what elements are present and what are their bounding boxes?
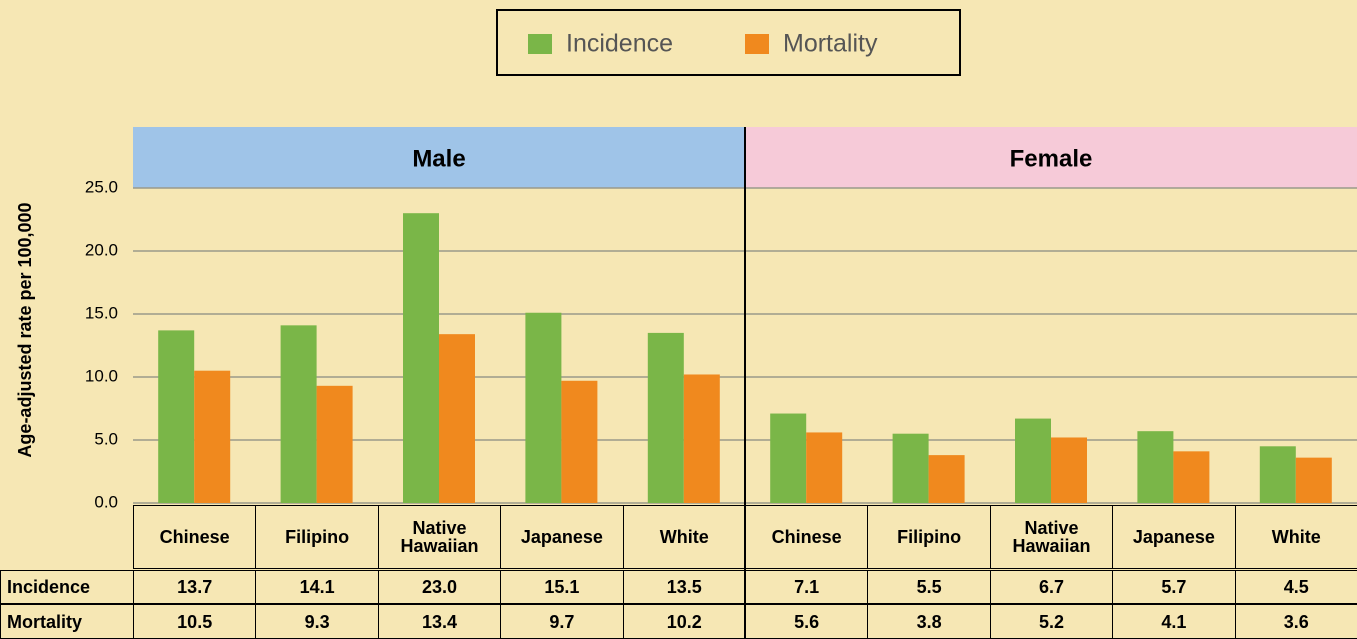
bar: [317, 386, 353, 503]
y-tick-label: 0.0: [94, 492, 118, 511]
bar: [770, 414, 806, 503]
category-label: Filipino: [255, 505, 378, 569]
legend-swatch: [528, 34, 552, 54]
table-value: 4.1: [1112, 604, 1235, 639]
bar: [893, 434, 929, 503]
page: Age-adjusted rate per 100,000 Male Female…: [0, 0, 1357, 639]
table-value: 3.6: [1235, 604, 1357, 639]
table-value: 10.2: [623, 604, 746, 639]
bar: [1260, 446, 1296, 503]
table-value: 7.1: [745, 570, 868, 604]
y-tick-label: 15.0: [85, 303, 118, 322]
table-value: 13.5: [623, 570, 746, 604]
table-value: 6.7: [990, 570, 1113, 604]
table-value: 9.3: [255, 604, 378, 639]
panel-label: Male: [412, 145, 465, 172]
category-label: Chinese: [745, 505, 868, 569]
table-value: 13.4: [378, 604, 501, 639]
y-tick-label: 25.0: [85, 177, 118, 196]
table-value: 5.2: [990, 604, 1113, 639]
category-label: Native Hawaiian: [378, 505, 501, 569]
legend-label: Mortality: [783, 30, 878, 58]
category-label: Japanese: [1112, 505, 1235, 569]
row-label: Incidence: [0, 570, 134, 604]
bar: [1137, 431, 1173, 503]
table-value: 10.5: [133, 604, 256, 639]
table-value: 14.1: [255, 570, 378, 604]
y-tick-label: 5.0: [94, 429, 118, 448]
bar: [1051, 437, 1087, 503]
legend-label: Incidence: [566, 30, 673, 58]
y-axis-label: Age-adjusted rate per 100,000: [15, 202, 35, 457]
y-tick-label: 10.0: [85, 366, 118, 385]
table-value: 3.8: [867, 604, 990, 639]
panel-label: Female: [1010, 145, 1093, 172]
category-label: Native Hawaiian: [990, 505, 1113, 569]
bar: [929, 455, 965, 503]
bar: [806, 432, 842, 503]
table-value: 4.5: [1235, 570, 1357, 604]
bar: [648, 333, 684, 503]
legend-swatch: [745, 34, 769, 54]
row-label: Mortality: [0, 604, 134, 639]
category-label: Japanese: [500, 505, 623, 569]
bar: [281, 325, 317, 503]
bar: [1296, 458, 1332, 503]
table-value: 5.6: [745, 604, 868, 639]
category-label: Filipino: [867, 505, 990, 569]
category-label: Chinese: [133, 505, 256, 569]
category-label: White: [623, 505, 746, 569]
table-value: 15.1: [500, 570, 623, 604]
table-value: 5.5: [867, 570, 990, 604]
table-value: 9.7: [500, 604, 623, 639]
table-value: 23.0: [378, 570, 501, 604]
bar: [561, 381, 597, 503]
table-value: 13.7: [133, 570, 256, 604]
bar: [525, 313, 561, 503]
bar: [158, 330, 194, 503]
bar: [684, 374, 720, 503]
y-tick-label: 20.0: [85, 240, 118, 259]
bar: [403, 213, 439, 503]
bar: [194, 371, 230, 503]
bar: [439, 334, 475, 503]
table-value: 5.7: [1112, 570, 1235, 604]
bar: [1173, 451, 1209, 503]
bar: [1015, 419, 1051, 503]
category-label: White: [1235, 505, 1357, 569]
